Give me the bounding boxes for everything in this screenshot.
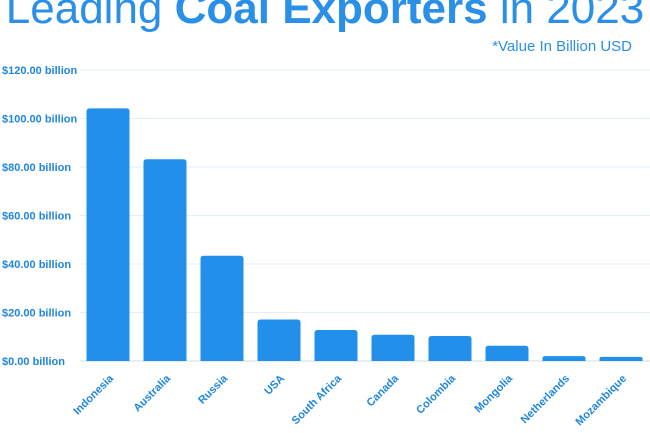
bar-canada (371, 334, 415, 361)
chart-title-part-3: in 2023 (499, 0, 645, 33)
bar-indonesia (86, 108, 130, 361)
y-tick-label: $80.00 billion (2, 162, 71, 174)
bar-mongolia (485, 345, 529, 361)
x-tick-label: Mongolia (472, 372, 515, 415)
x-tick-label: South Africa (290, 372, 345, 427)
bar-south-africa (314, 329, 358, 361)
y-axis-ticks: $0.00 billion $20.00 billion $40.00 billio… (2, 65, 77, 368)
bar-netherlands (542, 356, 586, 361)
bar-australia (143, 159, 187, 361)
y-tick-label: $120.00 billion (2, 65, 77, 77)
x-tick-label: Netherlands (519, 373, 572, 426)
value-unit-note: *Value In Billion USD (492, 38, 632, 55)
y-tick-label: $60.00 billion (2, 211, 71, 223)
bar-usa (257, 319, 301, 361)
y-tick-label: $40.00 billion (2, 259, 71, 271)
bars (86, 108, 643, 361)
x-tick-label: Colombia (414, 372, 459, 417)
x-tick-label: USA (262, 373, 287, 398)
y-tick-label: $100.00 billion (2, 114, 77, 126)
y-tick-label: $20.00 billion (2, 308, 71, 320)
x-tick-label: Mozambique (574, 373, 630, 429)
x-tick-label: Canada (365, 372, 402, 409)
x-tick-label: Indonesia (71, 372, 116, 417)
x-tick-label: Russia (196, 372, 231, 407)
x-axis-labels: Indonesia Australia Russia USA South Africa C… (71, 372, 629, 428)
y-tick-label: $0.00 billion (2, 356, 65, 368)
chart-title-part-1: Leading (5, 0, 163, 33)
x-tick-label: Australia (131, 372, 173, 414)
bar-colombia (428, 336, 472, 361)
bar-russia (200, 255, 244, 361)
bar-mozambique (599, 356, 643, 361)
chart-title: Leading Coal Exporters in 2023 (0, 0, 650, 35)
chart-title-part-2: Coal Exporters (174, 0, 488, 33)
